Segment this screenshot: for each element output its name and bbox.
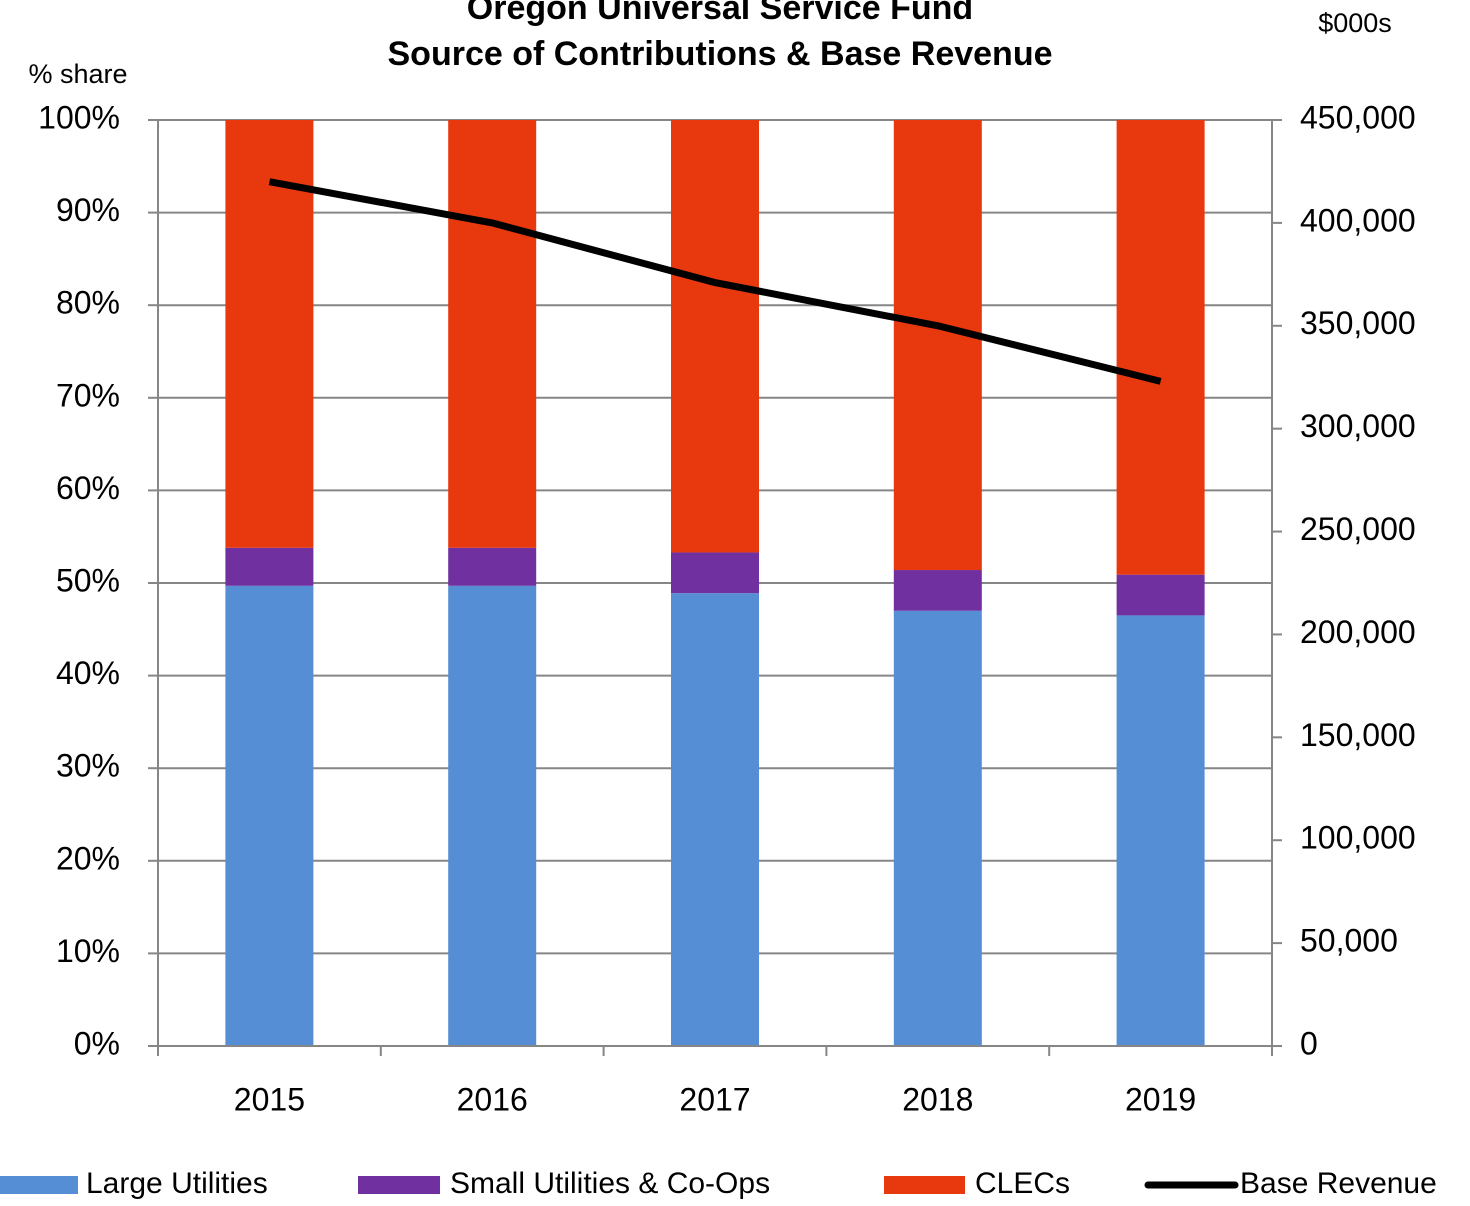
bar-segment	[225, 585, 314, 1046]
legend-label: Small Utilities & Co-Ops	[450, 1167, 770, 1200]
y-tick-label: 10%	[56, 933, 120, 969]
x-tick-label: 2016	[457, 1081, 528, 1117]
y2-tick-label: 250,000	[1300, 511, 1416, 547]
y-tick-label: 30%	[56, 748, 120, 784]
chart-title: Oregon Universal Service Fund	[467, 0, 973, 27]
bar-segment	[225, 120, 314, 548]
legend-swatch	[884, 1176, 965, 1194]
y2-tick-label: 200,000	[1300, 614, 1416, 650]
bar-segment	[1116, 120, 1205, 575]
legend-swatch	[0, 1176, 78, 1194]
y-axis-label: % share	[28, 59, 127, 89]
bar-segment	[1116, 574, 1205, 616]
y-tick-label: 40%	[56, 655, 120, 691]
y2-tick-label: 350,000	[1300, 305, 1416, 341]
x-tick-label: 2015	[234, 1081, 305, 1117]
bar-segment	[671, 552, 759, 594]
legend-label: CLECs	[975, 1167, 1070, 1200]
line-series	[268, 178, 1162, 385]
y-tick-label: 60%	[56, 470, 120, 506]
y-tick-label: 90%	[56, 192, 120, 228]
bar-segment	[893, 570, 982, 611]
y2-tick-label: 0	[1300, 1025, 1318, 1061]
y2-tick-label: 150,000	[1300, 717, 1416, 753]
bar-segment	[893, 610, 982, 1046]
legend-swatch	[358, 1176, 440, 1194]
y-tick-label: 20%	[56, 840, 120, 876]
bar-segment	[893, 120, 982, 571]
bar-segment	[671, 120, 759, 553]
bar-segment	[448, 120, 537, 548]
chart-title: Source of Contributions & Base Revenue	[388, 35, 1053, 73]
y2-tick-label: 400,000	[1300, 202, 1416, 238]
bar-segment	[1116, 615, 1205, 1046]
legend-label: Large Utilities	[86, 1167, 268, 1200]
x-tick-label: 2017	[679, 1081, 750, 1117]
y-tick-label: 100%	[38, 99, 120, 135]
y2-axis-label: $000s	[1318, 8, 1392, 38]
bar-segment	[448, 585, 537, 1046]
x-tick-label: 2018	[902, 1081, 973, 1117]
y-tick-label: 50%	[56, 562, 120, 598]
legend-label: Base Revenue	[1240, 1167, 1437, 1200]
y-tick-label: 80%	[56, 285, 120, 321]
bar-segment	[671, 593, 759, 1046]
y-tick-label: 70%	[56, 377, 120, 413]
y-tick-label: 0%	[74, 1025, 120, 1061]
y2-tick-label: 50,000	[1300, 923, 1398, 959]
y2-tick-label: 300,000	[1300, 408, 1416, 444]
x-tick-label: 2019	[1125, 1081, 1196, 1117]
bar-segment	[225, 547, 314, 586]
bar-segment	[448, 547, 537, 586]
y2-tick-label: 450,000	[1300, 99, 1416, 135]
y2-tick-label: 100,000	[1300, 820, 1416, 856]
